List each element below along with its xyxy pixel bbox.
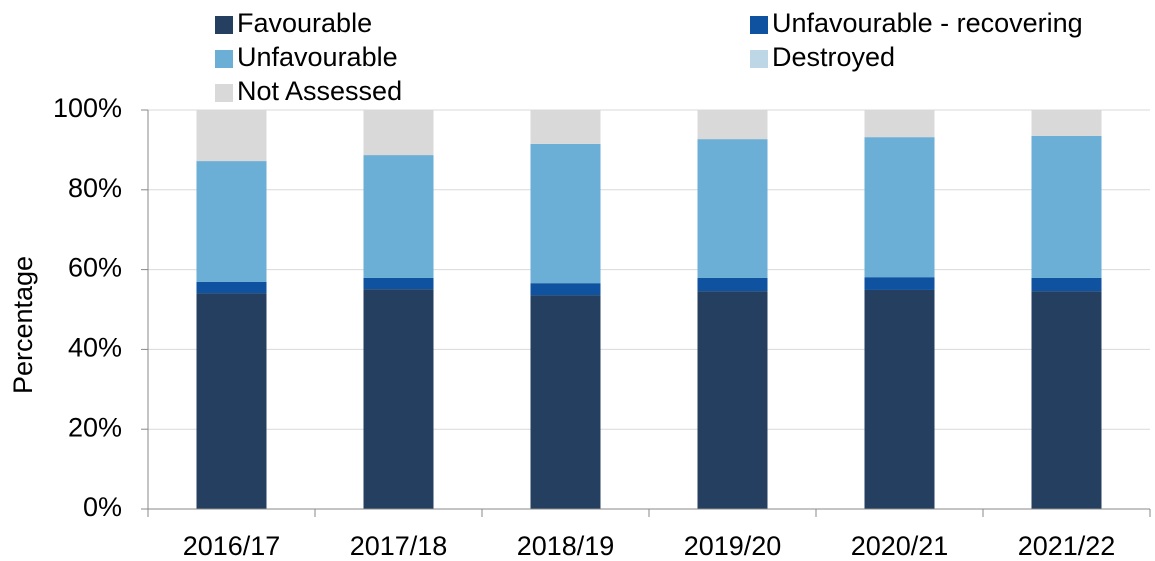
bar-segment [363, 277, 434, 290]
x-tick-label: 2016/17 [183, 531, 281, 561]
bar-segment [196, 281, 267, 294]
bar-segment [697, 139, 768, 278]
legend-swatch [750, 16, 768, 34]
x-tick-label: 2021/22 [1018, 531, 1116, 561]
y-tick-label: 40% [68, 333, 122, 363]
bar-segment [697, 110, 768, 140]
bar-segment [196, 161, 267, 282]
bar-segment [196, 293, 267, 509]
y-axis-title: Percentage [8, 256, 38, 394]
bar-segment [363, 155, 434, 278]
legend-swatch [750, 50, 768, 68]
bar-segment [1031, 110, 1102, 136]
bar-segment [530, 110, 601, 144]
x-tick-label: 2018/19 [517, 531, 615, 561]
y-tick-label: 80% [68, 173, 122, 203]
y-tick-label: 20% [68, 412, 122, 442]
y-tick-label: 0% [83, 492, 122, 522]
bar-segment [697, 277, 768, 292]
bar-segment [530, 143, 601, 284]
x-tick-label: 2017/18 [350, 531, 448, 561]
y-tick-label: 60% [68, 253, 122, 283]
legend-label: Destroyed [772, 42, 895, 72]
legend-label: Not Assessed [237, 76, 402, 106]
bar-segment [864, 277, 935, 290]
bar-segment [864, 137, 935, 278]
bar-segment [697, 291, 768, 509]
x-tick-label: 2019/20 [684, 531, 782, 561]
legend-swatch [215, 84, 233, 102]
bar-segment [196, 110, 267, 162]
legend-swatch [215, 50, 233, 68]
bar-segment [530, 283, 601, 296]
legend-label: Favourable [237, 8, 372, 38]
bar-segment [1031, 135, 1102, 278]
bar-segment [363, 110, 434, 156]
legend-swatch [215, 16, 233, 34]
bar-segment [864, 289, 935, 509]
bar-segment [530, 295, 601, 509]
bar-segment [363, 289, 434, 509]
y-tick-label: 100% [53, 93, 122, 123]
bar-segment [1031, 291, 1102, 509]
legend-label: Unfavourable - recovering [772, 8, 1083, 38]
bar-segment [1031, 277, 1102, 292]
x-tick-label: 2020/21 [851, 531, 949, 561]
bar-segment [864, 110, 935, 138]
legend-label: Unfavourable [237, 42, 398, 72]
